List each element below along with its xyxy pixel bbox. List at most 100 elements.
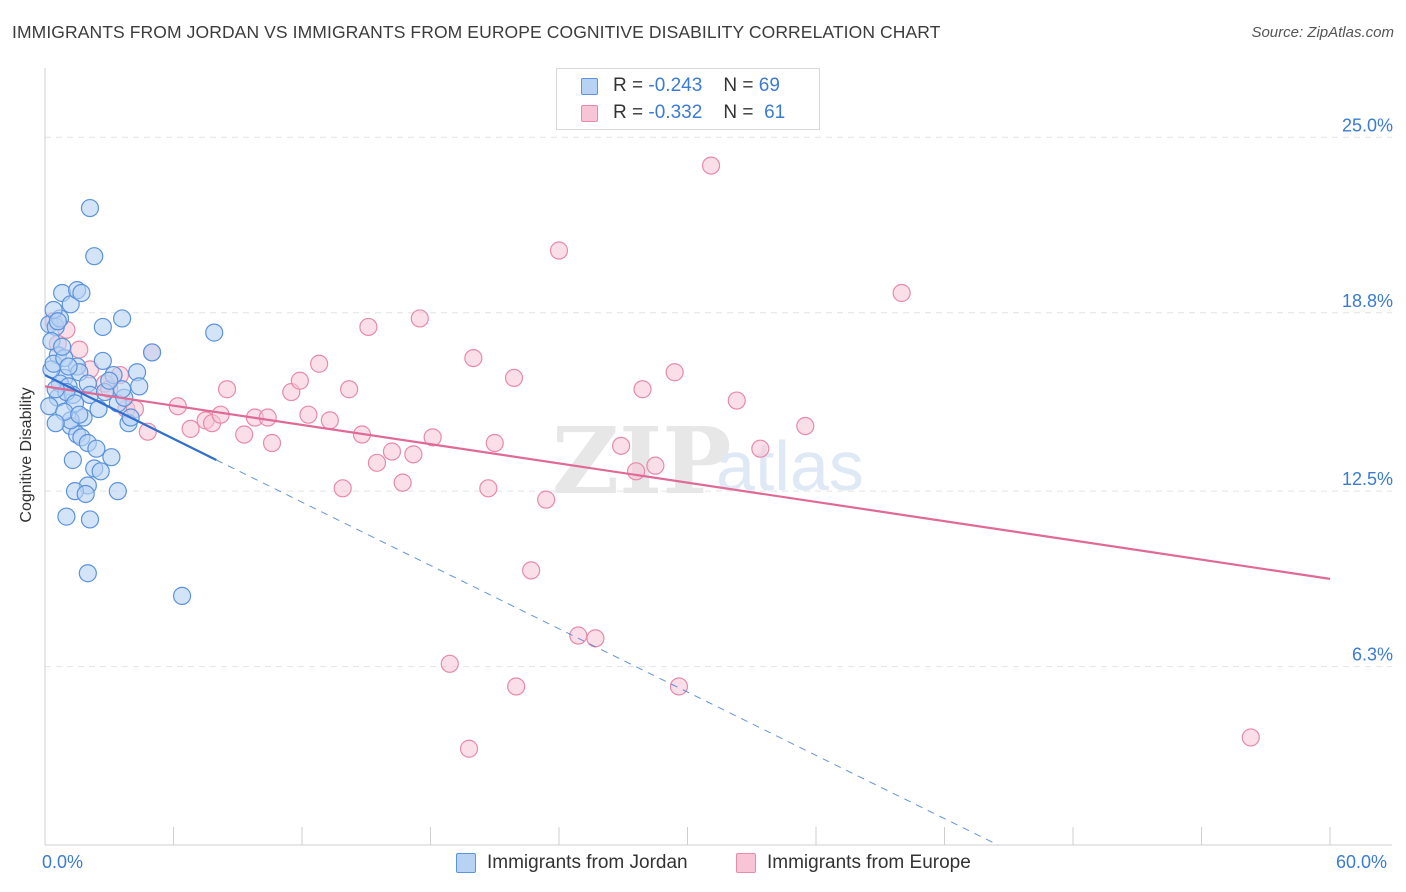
jordan-point <box>85 247 104 266</box>
bottom-legend-label-jordan: Immigrants from Jordan <box>487 852 688 873</box>
y-tick-label: 25.0% <box>1342 115 1393 135</box>
y-tick-labels: 6.3% 12.5% 18.8% 25.0% <box>1342 115 1393 664</box>
europe-point <box>665 363 684 382</box>
europe-point <box>423 428 442 447</box>
trend-lines <box>44 374 1331 846</box>
europe-point <box>479 479 498 498</box>
bottom-legend-label-europe: Immigrants from Europe <box>767 852 971 873</box>
grid-lines <box>45 136 1392 668</box>
jordan-point <box>91 462 110 481</box>
europe-point <box>549 241 569 260</box>
watermark-zip: ZIP <box>552 407 731 515</box>
legend-r-value-jordan: -0.243 <box>648 75 703 96</box>
europe-point <box>70 340 89 359</box>
jordan-point <box>89 399 108 419</box>
europe-point <box>393 473 412 492</box>
europe-point <box>235 425 254 444</box>
europe-point <box>333 479 352 498</box>
europe-point <box>459 739 479 758</box>
europe-point <box>892 283 911 303</box>
legend-r-label: R = <box>613 75 644 96</box>
legend-swatch-jordan <box>581 78 598 95</box>
jordan-point <box>59 357 78 376</box>
europe-point <box>404 445 423 464</box>
jordan-point <box>93 317 112 337</box>
jordan-point <box>93 351 112 371</box>
jordan-point <box>53 337 72 356</box>
europe-point <box>299 405 318 424</box>
europe-point <box>701 156 721 175</box>
chart-title: IMMIGRANTS FROM JORDAN VS IMMIGRANTS FRO… <box>12 22 941 42</box>
europe-point <box>367 453 387 472</box>
europe-point <box>626 462 646 481</box>
jordan-point <box>76 484 95 504</box>
europe-point <box>537 490 556 509</box>
legend-r-value-europe: -0.332 <box>648 102 703 123</box>
bottom-legend-swatch-jordan <box>456 853 476 873</box>
jordan-trend-line <box>44 374 217 461</box>
y-tick-label: 18.8% <box>1342 291 1393 311</box>
jordan-point <box>112 309 132 328</box>
europe-trend-line <box>44 385 1331 580</box>
jordan-point <box>102 448 121 467</box>
europe-point <box>633 380 652 399</box>
legend-n-value-jordan: 69 <box>758 75 780 96</box>
legend-n-label: N = <box>723 102 754 123</box>
correlation-legend: R = -0.243 N = 69 R = -0.332 N = 61 <box>556 68 820 130</box>
bottom-legend-swatch-europe <box>736 853 756 873</box>
x-tick-label-max: 60.0% <box>1336 852 1388 872</box>
x-tick-label-min: 0.0% <box>42 852 84 872</box>
watermark: ZIP atlas <box>552 407 864 515</box>
jordan-point <box>70 405 89 424</box>
europe-point <box>646 456 665 475</box>
jordan-point <box>142 343 162 362</box>
europe-point <box>485 433 504 453</box>
europe-point <box>217 380 237 399</box>
jordan-point <box>130 377 149 396</box>
europe-point <box>1241 728 1260 747</box>
europe-point <box>382 442 402 461</box>
legend-r-label: R = <box>613 102 644 123</box>
jordan-point <box>48 312 67 331</box>
europe-point <box>504 368 524 388</box>
europe-point <box>262 433 282 453</box>
y-tick-label: 6.3% <box>1352 645 1393 665</box>
source-label: Source: ZipAtlas.com <box>1251 24 1394 41</box>
jordan-point <box>172 586 192 605</box>
axes <box>44 68 1392 846</box>
jordan-point <box>57 507 76 526</box>
legend-swatch-europe <box>581 105 598 122</box>
y-axis-label: Cognitive Disability <box>18 387 35 523</box>
jordan-point <box>108 482 127 501</box>
jordan-point <box>72 283 91 303</box>
jordan-trend-extension <box>216 459 999 846</box>
legend-n-value-europe: 61 <box>764 102 786 123</box>
europe-point <box>464 348 483 368</box>
europe-point <box>258 408 277 427</box>
europe-point <box>440 654 459 673</box>
europe-point <box>612 436 631 455</box>
europe-point <box>181 419 200 438</box>
europe-point <box>522 561 541 580</box>
europe-point <box>359 317 378 337</box>
legend-n-label: N = <box>723 75 754 96</box>
series-europe-points <box>44 156 1260 758</box>
europe-point <box>310 354 329 373</box>
europe-point <box>796 416 815 436</box>
europe-point <box>340 380 359 399</box>
europe-point <box>320 411 339 430</box>
jordan-point <box>87 439 106 458</box>
jordan-point <box>100 371 119 390</box>
europe-point <box>290 371 309 390</box>
europe-point <box>727 391 746 410</box>
europe-point <box>507 677 526 696</box>
series-jordan-points <box>40 198 224 605</box>
watermark-atlas: atlas <box>716 427 864 505</box>
y-tick-label: 12.5% <box>1342 469 1393 489</box>
jordan-point <box>78 564 97 583</box>
jordan-point <box>205 323 224 342</box>
jordan-point <box>63 450 82 470</box>
jordan-point <box>80 198 100 218</box>
jordan-point <box>80 510 100 529</box>
